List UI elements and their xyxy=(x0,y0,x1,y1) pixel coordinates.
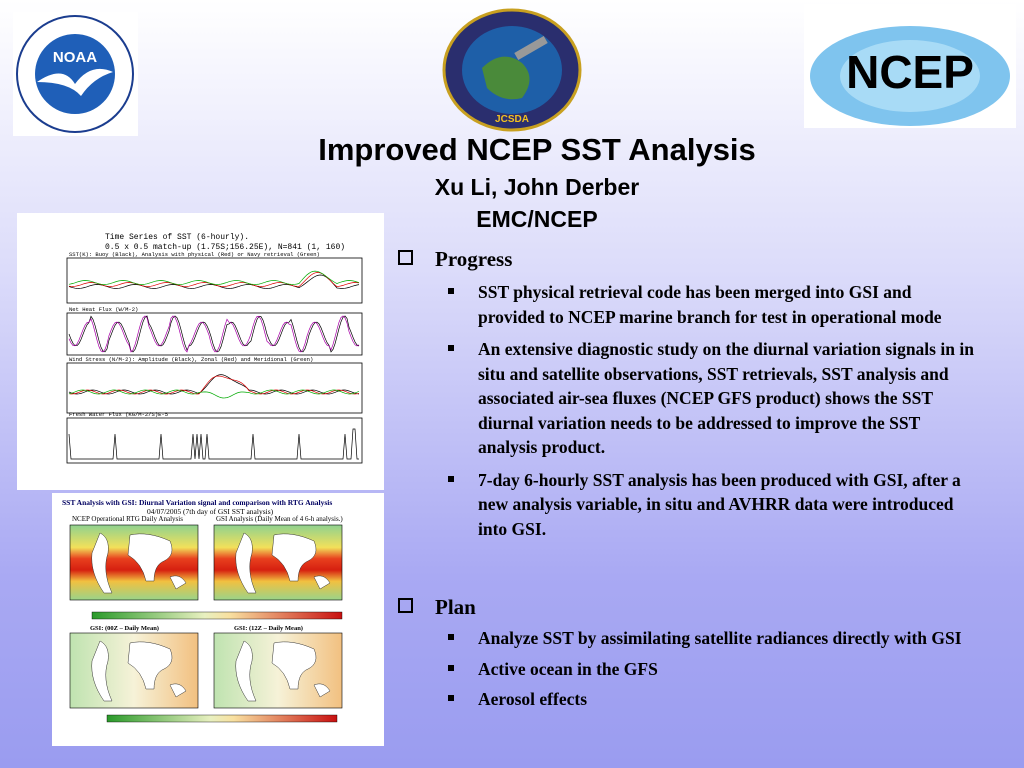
heading-text: Plan xyxy=(435,595,476,619)
panel-label: NCEP Operational RTG Daily Analysis xyxy=(72,515,183,523)
series-line xyxy=(68,375,360,395)
authors: Xu Li, John Derber xyxy=(434,174,640,200)
globe-inner xyxy=(840,40,980,112)
map-panels: NCEP Operational RTG Daily Analysis GSI A… xyxy=(69,515,343,723)
continent xyxy=(91,532,187,594)
continent xyxy=(235,532,331,594)
color-bar xyxy=(106,714,338,723)
panel-label: GSI: (12Z – Daily Mean) xyxy=(234,625,303,632)
disc xyxy=(35,34,115,114)
checkbox-bullet xyxy=(398,250,413,265)
bullet-item: 7-day 6-hourly SST analysis has been pro… xyxy=(448,468,978,542)
plot-frame xyxy=(66,257,363,304)
logo-text: NOAA xyxy=(53,49,97,66)
jcsda-logo: JCSDA xyxy=(442,8,582,132)
section-heading: Plan xyxy=(398,595,978,620)
gull xyxy=(37,68,113,96)
heading-text: Progress xyxy=(435,247,513,271)
logo-text: JCSDA xyxy=(495,114,529,125)
figure-title: Time Series of SST (6-hourly). xyxy=(105,233,250,242)
satellite xyxy=(514,36,548,60)
noaa-logo: NOAA xyxy=(13,12,138,136)
ncep-logo: NCEP xyxy=(804,4,1016,128)
series-line xyxy=(68,270,360,285)
bullet-item: An extensive diagnostic study on the diu… xyxy=(448,337,978,460)
series-line xyxy=(68,428,359,460)
section: Plan Analyze SST by assimilating satelli… xyxy=(398,595,978,712)
panel-label: GSI Analysis (Daily Mean of 4 6-h analys… xyxy=(216,515,343,523)
timeseries-plots: SST(K): Buoy (Black), Analysis with phys… xyxy=(66,251,363,464)
section: Progress SST physical retrieval code has… xyxy=(398,247,978,541)
panel-label: Wind Stress (N/M-2): Amplitude (Black), … xyxy=(69,356,313,363)
figure-subtitle: 04/07/2005 (7th day of GSI SST analysis) xyxy=(147,507,274,516)
continent xyxy=(91,640,187,702)
title: Improved NCEP SST Analysis xyxy=(318,132,756,167)
series-line xyxy=(68,389,360,399)
timeseries-figure: Time Series of SST (6-hourly). 0.5 x 0.5… xyxy=(17,213,384,490)
bullet-item: SST physical retrieval code has been mer… xyxy=(448,280,978,329)
affiliation: EMC/NCEP xyxy=(476,206,598,232)
series-line xyxy=(68,272,360,288)
series-line xyxy=(68,315,360,353)
continent xyxy=(235,640,331,702)
map-figure: SST Analysis with GSI: Diurnal Variation… xyxy=(52,493,384,746)
plot-frame xyxy=(66,312,363,356)
color-bar xyxy=(91,611,343,620)
panel-label: GSI: (00Z – Daily Mean) xyxy=(90,625,159,632)
land xyxy=(482,56,530,100)
bullet-item: Active ocean in the GFS xyxy=(448,657,978,682)
plot-frame xyxy=(66,417,363,464)
item-list: Analyze SST by assimilating satellite ra… xyxy=(398,626,978,712)
bullet-item: Aerosol effects xyxy=(448,687,978,712)
panel-label: SST(K): Buoy (Black), Analysis with phys… xyxy=(69,251,320,258)
checkbox-bullet xyxy=(398,598,413,613)
panel-label: Net Heat Flux (W/M-2) xyxy=(69,306,138,313)
section-heading: Progress xyxy=(398,247,978,272)
item-list: SST physical retrieval code has been mer… xyxy=(398,280,978,541)
bullet-item: Analyze SST by assimilating satellite ra… xyxy=(448,626,978,651)
figure-subtitle: 0.5 x 0.5 match-up (1.75S;156.25E), N=84… xyxy=(105,243,346,252)
logo-text: NCEP xyxy=(846,46,974,98)
series-line xyxy=(68,315,360,353)
figure-title: SST Analysis with GSI: Diurnal Variation… xyxy=(62,498,333,507)
panel-label: Fresh Water Flux (KG/M-2/S)E-5 xyxy=(69,411,168,418)
plot-frame xyxy=(66,362,363,414)
